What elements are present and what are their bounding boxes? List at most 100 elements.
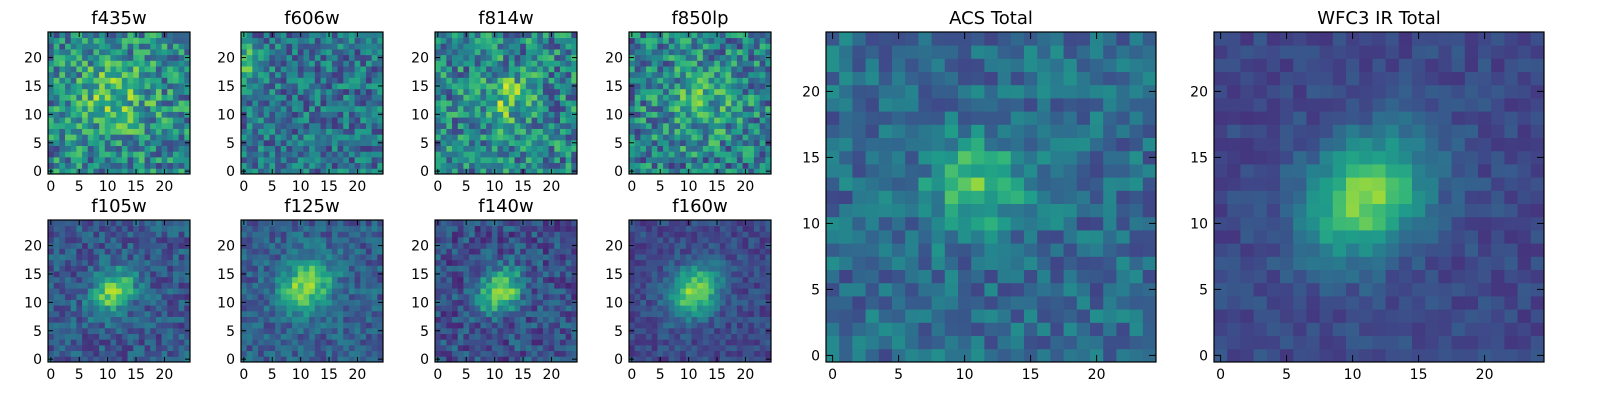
heatmap-cell [331, 37, 338, 44]
heatmap-cell [116, 94, 123, 101]
heatmap-cell [457, 333, 464, 340]
heatmap-cell [65, 94, 72, 101]
heatmap-cell [480, 327, 487, 334]
heatmap-cell [725, 350, 732, 357]
heatmap-cell [59, 254, 66, 261]
heatmap-cell [663, 156, 670, 164]
y-tick-label: 15 [24, 267, 42, 283]
heatmap-cell [725, 316, 732, 323]
heatmap-cell [246, 54, 253, 61]
heatmap-cell [657, 339, 664, 346]
heatmap-cell [765, 66, 772, 73]
heatmap-cell [503, 344, 510, 352]
heatmap-cell [354, 100, 361, 107]
heatmap-cell [531, 37, 538, 44]
heatmap-cell [435, 37, 442, 44]
heatmap-cell [503, 100, 510, 107]
heatmap-cell [252, 276, 259, 283]
heatmap-cell [292, 316, 299, 323]
heatmap-cell [565, 128, 572, 135]
heatmap-cell [167, 32, 174, 39]
heatmap-cell [480, 94, 487, 101]
heatmap-cell [127, 265, 134, 272]
heatmap-cell [331, 105, 338, 112]
heatmap-cell [275, 254, 282, 261]
heatmap-cell [343, 151, 350, 158]
heatmap-cell [497, 43, 504, 50]
heatmap-cell [680, 344, 687, 352]
heatmap-cell [452, 271, 459, 278]
heatmap-cell [742, 83, 749, 90]
heatmap-cell [691, 322, 698, 329]
heatmap-cell [258, 254, 265, 261]
heatmap-cell [708, 276, 715, 283]
heatmap-cell [93, 254, 100, 261]
heatmap-cell [559, 128, 567, 135]
heatmap-cell [531, 54, 538, 61]
heatmap-cell [138, 242, 145, 249]
heatmap-cell [286, 71, 293, 78]
heatmap-cell [138, 71, 145, 78]
heatmap-cell [104, 100, 111, 107]
heatmap-cell [377, 333, 384, 340]
heatmap-cell [337, 100, 344, 107]
heatmap-cell [280, 259, 287, 266]
heatmap-cell [110, 134, 117, 141]
heatmap-cell [497, 322, 504, 329]
heatmap-cell [65, 54, 72, 61]
heatmap-cell [719, 32, 726, 39]
heatmap-cell [309, 259, 316, 266]
heatmap-cell [246, 168, 253, 175]
heatmap-cell [82, 220, 89, 227]
heatmap-cell [144, 60, 151, 67]
heatmap-cell [59, 139, 66, 146]
heatmap-cell [685, 117, 692, 124]
heatmap-cell [503, 293, 510, 300]
heatmap-cell [759, 83, 766, 90]
heatmap-cell [508, 344, 515, 352]
heatmap-cell [525, 327, 532, 334]
heatmap-cell [714, 71, 721, 78]
heatmap-cell [360, 254, 367, 261]
heatmap-cell [82, 276, 89, 283]
heatmap-cell [377, 310, 384, 317]
heatmap-cell [172, 305, 180, 312]
heatmap-cell [731, 344, 738, 352]
heatmap-cell [542, 322, 549, 329]
heatmap-cell [320, 54, 327, 61]
heatmap-cell [491, 276, 498, 283]
heatmap-cell [537, 242, 544, 249]
heatmap-cell [99, 254, 106, 261]
heatmap-cell [565, 293, 572, 300]
heatmap-cell [657, 66, 664, 73]
heatmap-cell [178, 88, 185, 95]
heatmap-cell [497, 105, 504, 112]
heatmap-cell [674, 293, 681, 300]
heatmap-cell [691, 316, 698, 323]
heatmap-cell [354, 271, 361, 278]
heatmap-cell [343, 237, 350, 244]
heatmap-cell [503, 88, 510, 95]
heatmap-cell [674, 156, 681, 164]
heatmap-cell [144, 88, 151, 95]
heatmap-cell [127, 356, 134, 363]
heatmap-cell [252, 139, 259, 146]
heatmap-cell [629, 310, 636, 317]
heatmap-cell [742, 288, 749, 295]
heatmap-cell [59, 60, 66, 67]
y-tick-label: 20 [24, 239, 42, 255]
heatmap-cell [525, 248, 532, 255]
heatmap-cell [252, 356, 259, 363]
heatmap-cell [525, 134, 532, 141]
heatmap-cell [246, 111, 253, 118]
heatmap-cell [76, 271, 83, 278]
heatmap-cell [503, 134, 510, 141]
heatmap-cell [508, 43, 515, 50]
heatmap-cell [559, 88, 567, 95]
heatmap-cell [133, 282, 140, 289]
panel-title: f814w [478, 8, 533, 29]
heatmap-cell [474, 151, 481, 158]
heatmap-cell [184, 254, 191, 261]
heatmap-cell [138, 231, 145, 238]
heatmap-cell [765, 49, 772, 56]
